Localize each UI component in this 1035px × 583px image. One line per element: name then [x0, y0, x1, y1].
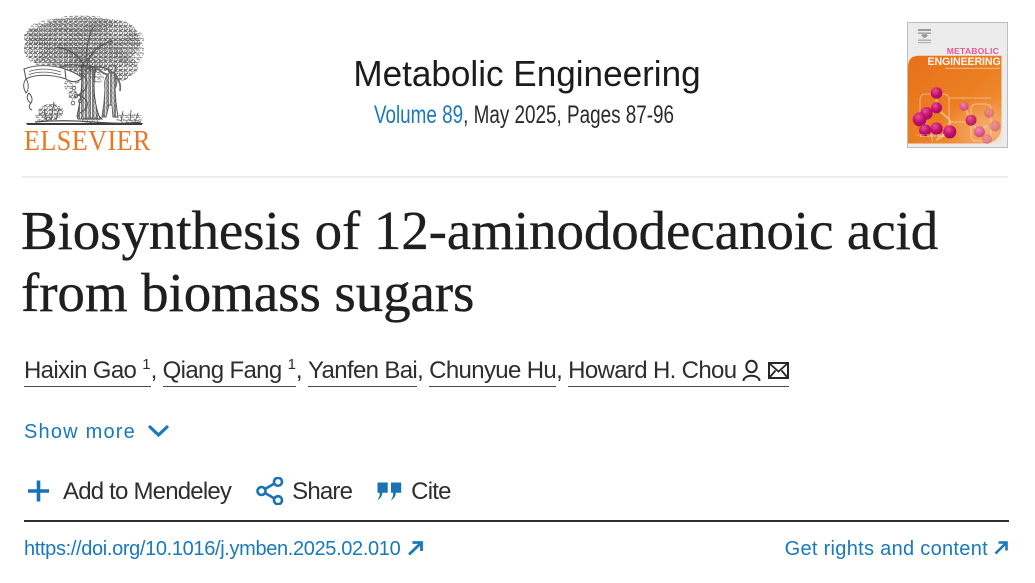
svg-text:~: ~	[917, 133, 920, 139]
svg-text:METABOLIC: METABOLIC	[947, 46, 999, 56]
svg-text:ENGINEERING: ENGINEERING	[928, 56, 1001, 68]
svg-text:ELSEVIER: ELSEVIER	[920, 133, 945, 139]
